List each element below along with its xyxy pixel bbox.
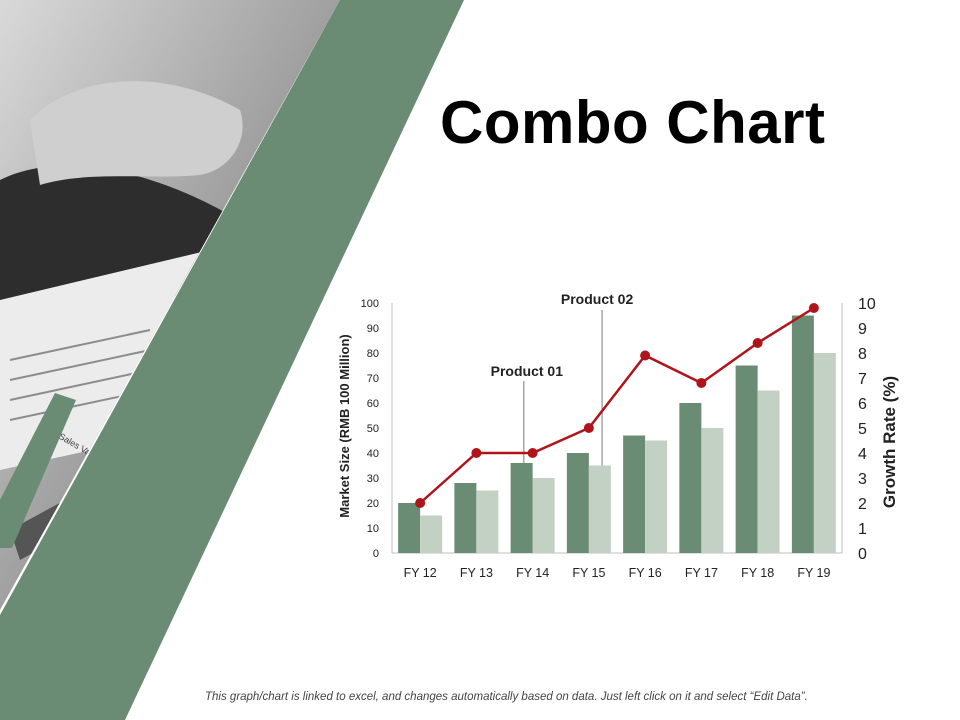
annotation-product-01: Product 01 xyxy=(491,363,564,379)
y-tick-label: 0 xyxy=(373,548,379,560)
y2-tick-label: 0 xyxy=(858,546,867,563)
bar-product-02 xyxy=(588,465,611,553)
bar-product-02 xyxy=(813,353,836,553)
x-tick-label: FY 14 xyxy=(516,566,549,580)
bar-product-01 xyxy=(454,483,477,553)
y2-tick-label: 4 xyxy=(858,446,867,463)
y2-tick-label: 2 xyxy=(858,496,867,513)
bar-product-02 xyxy=(476,490,499,553)
y2-tick-label: 3 xyxy=(858,471,867,488)
growth-rate-point xyxy=(808,303,819,313)
growth-rate-point xyxy=(583,423,594,433)
bar-product-02 xyxy=(420,515,443,553)
y2-tick-label: 9 xyxy=(858,321,867,338)
bar-product-01 xyxy=(791,315,814,553)
growth-rate-line xyxy=(419,306,815,504)
x-tick-label: FY 16 xyxy=(629,566,662,580)
y2-tick-label: 5 xyxy=(858,421,867,438)
y-tick-label: 40 xyxy=(367,448,379,460)
y2-tick-label: 10 xyxy=(858,296,876,313)
y2-tick-label: 1 xyxy=(858,521,867,538)
growth-rate-point xyxy=(415,498,426,508)
bar-product-01 xyxy=(623,435,646,553)
y2-axis-title: Growth Rate (%) xyxy=(880,376,899,508)
y-tick-label: 30 xyxy=(367,473,379,485)
bar-product-02 xyxy=(701,428,724,553)
y-tick-label: 20 xyxy=(367,498,379,510)
green-small-stripe xyxy=(0,393,76,548)
y-tick-label: 50 xyxy=(367,423,379,435)
growth-rate-point xyxy=(527,448,538,458)
y-tick-label: 80 xyxy=(367,348,379,360)
y2-tick-label: 7 xyxy=(858,371,867,388)
y-axis-title: Market Size (RMB 100 Million) xyxy=(337,334,352,517)
bar-product-02 xyxy=(757,390,780,553)
x-tick-label: FY 12 xyxy=(404,566,437,580)
y-tick-label: 10 xyxy=(367,523,379,535)
bar-product-01 xyxy=(735,365,758,553)
x-tick-label: FY 13 xyxy=(460,566,493,580)
y-tick-label: 100 xyxy=(361,298,379,310)
growth-rate-point xyxy=(752,338,763,348)
page-title: Combo Chart xyxy=(440,89,826,156)
x-tick-label: FY 15 xyxy=(572,566,605,580)
x-tick-label: FY 17 xyxy=(685,566,718,580)
growth-rate-point xyxy=(696,378,707,388)
bar-product-02 xyxy=(645,440,668,553)
bar-product-01 xyxy=(566,453,589,553)
y2-tick-label: 8 xyxy=(858,346,867,363)
x-tick-label: FY 19 xyxy=(797,566,830,580)
green-diagonal-band xyxy=(0,0,464,720)
bar-product-01 xyxy=(510,463,533,553)
bar-product-01 xyxy=(679,403,702,553)
bar-product-02 xyxy=(532,478,555,553)
y2-tick-label: 6 xyxy=(858,396,867,413)
annotation-product-02: Product 02 xyxy=(561,291,634,307)
y-tick-label: 90 xyxy=(367,323,379,335)
growth-rate-point xyxy=(471,448,482,458)
footer-note: This graph/chart is linked to excel, and… xyxy=(205,691,808,703)
bar-product-01 xyxy=(398,503,421,553)
y-tick-label: 60 xyxy=(367,398,379,410)
growth-rate-point xyxy=(640,350,651,361)
y-tick-label: 70 xyxy=(367,373,379,385)
x-tick-label: FY 18 xyxy=(741,566,774,580)
